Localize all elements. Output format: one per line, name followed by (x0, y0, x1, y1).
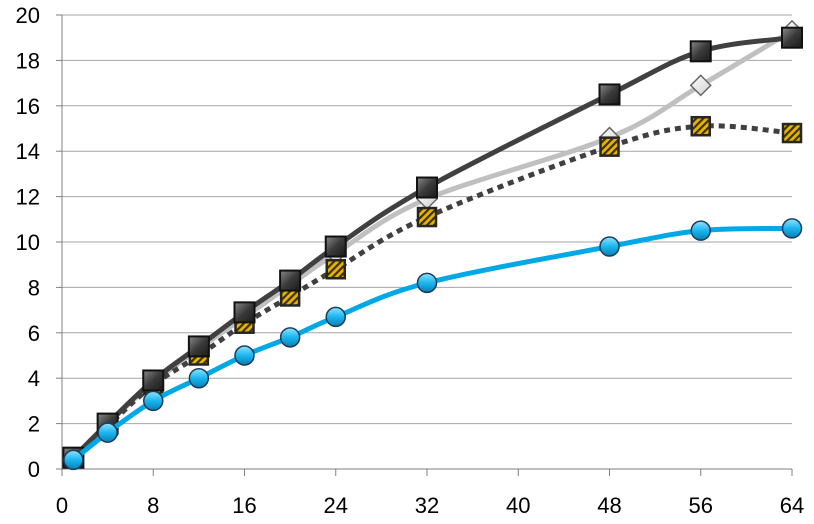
y-tick-labels: 0 2 4 6 8 10 12 14 16 18 20 (16, 3, 40, 482)
dark-square-icon (279, 269, 302, 292)
blue-circle-icon (279, 327, 301, 348)
axes (56, 14, 793, 476)
yellow-striped-square-icon (416, 206, 438, 228)
x-tick-label: 0 (56, 493, 68, 518)
series-1 (62, 19, 804, 469)
dark-square-icon (324, 235, 347, 258)
y-tick-label: 18 (16, 48, 40, 73)
yellow-striped-square-icon (325, 258, 346, 280)
blue-circle-icon (63, 449, 84, 471)
dark-square-icon (689, 40, 712, 63)
series-line (70, 225, 795, 463)
x-tick-label: 8 (147, 493, 159, 518)
x-tick-label: 40 (506, 493, 530, 518)
yellow-striped-square-icon (781, 122, 803, 144)
y-tick-label: 14 (16, 139, 40, 164)
dark-square-icon (781, 26, 803, 49)
x-tick-label: 32 (415, 493, 439, 518)
y-tick-label: 10 (16, 230, 40, 255)
yellow-striped-square-icon (599, 136, 620, 157)
blue-circle-icon (416, 272, 438, 294)
series-line (70, 35, 795, 461)
y-tick-label: 12 (16, 185, 40, 210)
dark-square-icon (598, 83, 621, 106)
x-tick-label: 16 (232, 493, 256, 518)
blue-circle-icon (690, 220, 711, 241)
blue-circle-icon (143, 390, 164, 412)
series (62, 19, 804, 471)
diamond-icon (689, 74, 712, 97)
series-line (70, 28, 795, 461)
y-tick-label: 20 (16, 3, 40, 28)
blue-circle-icon (781, 218, 803, 239)
dark-square-icon (142, 369, 165, 392)
blue-circle-icon (325, 306, 346, 328)
y-tick-label: 8 (28, 275, 40, 300)
y-tick-label: 4 (28, 366, 40, 391)
dark-square-icon (233, 301, 256, 324)
y-tick-label: 2 (28, 412, 40, 437)
x-tick-label: 56 (689, 493, 713, 518)
blue-circle-icon (188, 367, 210, 389)
series-4 (63, 218, 803, 471)
x-tick-label: 24 (324, 493, 348, 518)
blue-circle-icon (97, 422, 118, 443)
x-tick-label: 48 (597, 493, 621, 518)
dark-square-icon (187, 335, 210, 358)
x-tick-label: 64 (780, 493, 804, 518)
series-2 (63, 115, 803, 468)
dark-square-icon (416, 176, 438, 199)
y-tick-label: 6 (28, 321, 40, 346)
series-line (71, 123, 793, 460)
y-tick-label: 0 (28, 457, 40, 482)
y-tick-label: 16 (16, 94, 40, 119)
yellow-striped-square-icon (690, 115, 711, 137)
blue-circle-icon (599, 236, 620, 257)
x-tick-labels: 0 8 16 24 32 40 48 56 64 (56, 493, 804, 518)
blue-circle-icon (234, 345, 255, 366)
